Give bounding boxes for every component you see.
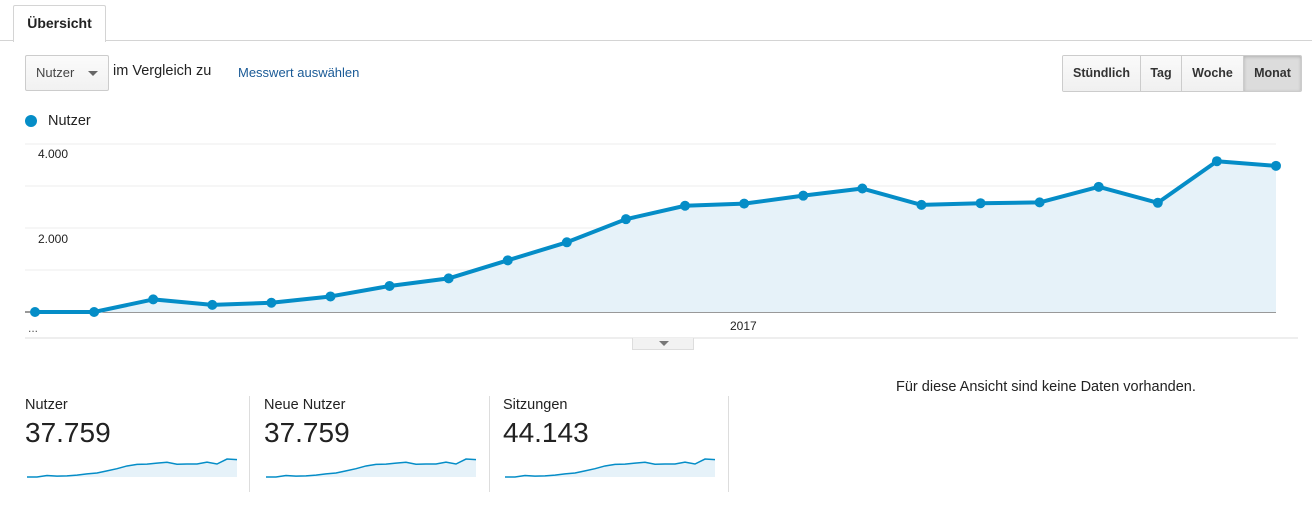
- data-point[interactable]: [916, 199, 927, 210]
- chart-legend: Nutzer: [25, 113, 91, 129]
- tab-overview[interactable]: Übersicht: [13, 5, 106, 42]
- x-tick-label: 2017: [730, 319, 757, 333]
- data-point[interactable]: [30, 307, 40, 317]
- select-metric-link[interactable]: Messwert auswählen: [238, 65, 360, 80]
- data-point[interactable]: [1271, 160, 1281, 171]
- data-point[interactable]: [325, 291, 336, 302]
- scorecard-label: Sitzungen: [503, 397, 568, 413]
- data-point[interactable]: [89, 307, 100, 317]
- data-point[interactable]: [975, 198, 986, 209]
- data-point[interactable]: [207, 299, 218, 310]
- chart-expand-handle[interactable]: [632, 338, 694, 350]
- tab-bar: Übersicht: [0, 0, 1312, 42]
- scorecard-sessions[interactable]: Sitzungen 44.143: [503, 396, 741, 492]
- chart-area: [35, 161, 1276, 312]
- sparkline-line: [505, 458, 716, 478]
- metric-select[interactable]: Nutzer: [25, 55, 109, 91]
- scorecard-new-users[interactable]: Neue Nutzer 37.759: [264, 396, 502, 492]
- compare-label: im Vergleich zu: [113, 63, 212, 79]
- sparkline: [266, 458, 477, 478]
- sparkline-area: [505, 459, 715, 477]
- sparkline: [27, 458, 238, 478]
- scorecard-users[interactable]: Nutzer 37.759: [25, 396, 263, 492]
- legend-label: Nutzer: [48, 113, 91, 129]
- x-tick-label: ...: [28, 321, 38, 335]
- data-point[interactable]: [798, 190, 809, 201]
- data-point[interactable]: [384, 280, 395, 291]
- line-chart: 4.000 2.000 ... 2017: [25, 143, 1298, 339]
- period-month-button[interactable]: Monat: [1244, 56, 1301, 91]
- divider: [728, 396, 729, 492]
- sparkline-area: [266, 459, 476, 477]
- data-point[interactable]: [739, 198, 750, 209]
- no-data-message: Für diese Ansicht sind keine Daten vorha…: [896, 379, 1196, 395]
- scorecard-value: 37.759: [264, 417, 350, 448]
- period-day-button[interactable]: Tag: [1141, 56, 1182, 91]
- data-point[interactable]: [1152, 197, 1163, 208]
- legend-dot-icon: [25, 115, 37, 127]
- scorecard-value: 37.759: [25, 417, 111, 448]
- sparkline-area: [27, 459, 237, 477]
- period-week-button[interactable]: Woche: [1182, 56, 1244, 91]
- sparkline-line: [266, 458, 477, 478]
- scorecard-label: Nutzer: [25, 397, 68, 413]
- data-point[interactable]: [502, 255, 513, 266]
- data-point[interactable]: [680, 200, 691, 211]
- y-tick-label: 2.000: [38, 232, 68, 246]
- metric-select-value: Nutzer: [36, 65, 75, 80]
- sparkline: [505, 458, 716, 478]
- chevron-down-icon: [659, 341, 669, 346]
- y-tick-label: 4.000: [38, 147, 68, 161]
- divider: [489, 396, 490, 492]
- divider: [249, 396, 250, 492]
- data-point[interactable]: [561, 237, 572, 248]
- chart-line: [35, 159, 1277, 314]
- data-point[interactable]: [148, 294, 159, 305]
- period-hourly-button[interactable]: Stündlich: [1063, 56, 1141, 91]
- data-point[interactable]: [857, 183, 868, 194]
- data-point[interactable]: [266, 297, 277, 308]
- data-point[interactable]: [1093, 181, 1104, 192]
- scorecard-value: 44.143: [503, 417, 589, 448]
- scorecard-label: Neue Nutzer: [264, 397, 346, 413]
- data-point[interactable]: [620, 214, 631, 225]
- period-selector: Stündlich Tag Woche Monat: [1062, 55, 1302, 92]
- chevron-down-icon: [88, 71, 98, 76]
- sparkline-line: [27, 458, 238, 478]
- data-point[interactable]: [1034, 197, 1045, 208]
- data-point[interactable]: [443, 273, 454, 284]
- data-point[interactable]: [1211, 156, 1222, 167]
